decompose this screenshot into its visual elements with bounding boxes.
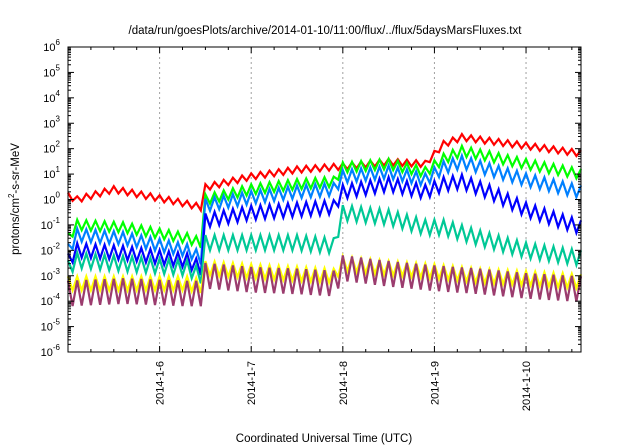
flux-series-6 <box>66 252 583 295</box>
y-tick-base: 10 <box>43 195 55 207</box>
y-tick-exponent: 4 <box>56 89 61 98</box>
grid-lines <box>159 47 527 352</box>
y-tick-base: 10 <box>41 322 53 334</box>
y-tick-label: 10-1 <box>41 216 61 232</box>
y-tick-exponent: 6 <box>56 38 61 47</box>
y-tick-exponent: -4 <box>53 292 61 301</box>
y-axis-label: protons/cm2-s-sr-MeV <box>7 143 22 255</box>
y-tick-label: 106 <box>43 38 60 54</box>
y-tick-label: 101 <box>43 165 60 181</box>
y-tick-label: 10-2 <box>41 241 61 257</box>
y-axis-label-rest: -s-sr-MeV <box>10 143 22 194</box>
y-tick-base: 10 <box>41 220 53 232</box>
x-tick-label: 2014-1-9 <box>429 361 441 405</box>
y-tick-base: 10 <box>41 245 53 257</box>
y-tick-exponent: 0 <box>56 191 61 200</box>
y-tick-label: 105 <box>43 63 60 79</box>
flux-series-1 <box>67 131 582 214</box>
y-tick-exponent: -5 <box>53 318 61 327</box>
y-axis: 10-610-510-410-310-210-11001011021031041… <box>41 38 581 359</box>
y-tick-base: 10 <box>41 296 53 308</box>
y-tick-label: 10-5 <box>41 318 61 334</box>
series-group <box>66 131 583 307</box>
chart-title: /data/run/goesPlots/archive/2014-01-10/1… <box>129 25 523 37</box>
x-tick-label: 2014-1-7 <box>246 361 258 405</box>
y-tick-exponent: 3 <box>56 114 61 123</box>
y-tick-exponent: -2 <box>53 241 61 250</box>
y-tick-exponent: -6 <box>53 343 61 352</box>
y-tick-base: 10 <box>43 42 55 54</box>
y-tick-base: 10 <box>41 271 53 283</box>
y-tick-exponent: -3 <box>53 267 61 276</box>
y-tick-label: 10-4 <box>41 292 61 308</box>
y-tick-label: 104 <box>43 89 60 105</box>
flux-series-4 <box>67 170 583 276</box>
x-tick-label: 2014-1-6 <box>155 361 167 405</box>
x-axis-label: Coordinated Universal Time (UTC) <box>236 433 413 445</box>
y-tick-base: 10 <box>43 93 55 105</box>
flux-series-5 <box>66 202 583 284</box>
y-tick-exponent: -1 <box>53 216 61 225</box>
y-tick-label: 103 <box>43 114 60 130</box>
y-tick-label: 100 <box>43 191 60 207</box>
flux-series-3 <box>67 152 583 265</box>
x-tick-label: 2014-1-10 <box>521 361 533 411</box>
flux-series-7 <box>66 255 583 307</box>
y-tick-base: 10 <box>43 67 55 79</box>
y-tick-label: 10-6 <box>41 343 61 359</box>
x-axis: 2014-1-6 2014-1-7 2014-1-8 2014-1-9 2014-1-1… <box>90 47 573 411</box>
y-tick-exponent: 5 <box>56 63 61 72</box>
y-tick-label: 102 <box>43 140 60 156</box>
y-tick-label: 10-3 <box>41 267 61 283</box>
y-tick-base: 10 <box>41 347 53 359</box>
flux-series-2 <box>67 143 582 249</box>
y-tick-exponent: 1 <box>56 165 61 174</box>
y-axis-label-superscript: 2 <box>7 193 16 198</box>
y-tick-exponent: 2 <box>56 140 61 149</box>
y-tick-base: 10 <box>43 118 55 130</box>
y-axis-label-main: protons/cm <box>10 198 22 255</box>
x-tick-label: 2014-1-8 <box>338 361 350 405</box>
y-tick-base: 10 <box>43 169 55 181</box>
y-tick-base: 10 <box>43 144 55 156</box>
